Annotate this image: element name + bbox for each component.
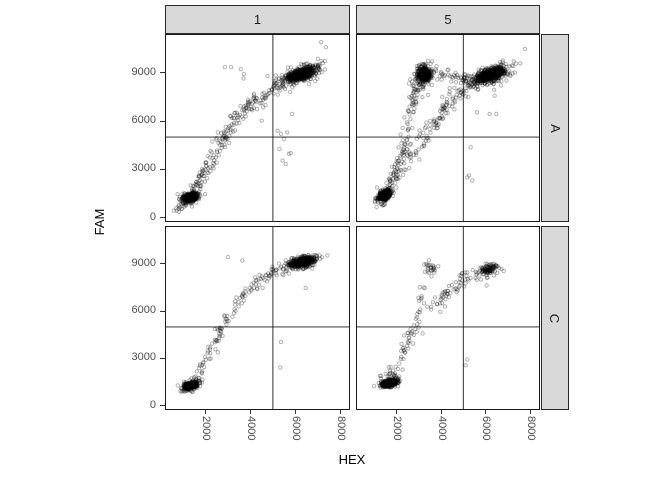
panel-border — [356, 226, 540, 410]
x-tick-mark — [205, 410, 206, 414]
panel-border — [165, 226, 350, 410]
panel-svg-C-1 — [165, 226, 350, 410]
y-tick-label: 9000 — [131, 256, 156, 269]
scatter-panel-A-5 — [356, 34, 540, 222]
x-tick-mark — [395, 410, 397, 414]
panel-svg-A-5 — [356, 34, 540, 222]
y-tick-mark — [160, 310, 165, 312]
x-tick-label: 8000 — [524, 416, 537, 441]
y-tick-label: 0 — [149, 398, 156, 411]
x-tick-mark — [249, 410, 251, 414]
x-tick-mark — [339, 410, 341, 414]
x-tick-mark — [529, 410, 531, 414]
facet-row-strip-A-label: A — [547, 123, 563, 133]
panel-svg-C-5 — [356, 226, 540, 410]
x-tick-label: 2000 — [200, 416, 212, 441]
y-tick-label: 0 — [149, 210, 156, 223]
panel-border — [165, 34, 350, 222]
facet-row-strip-C-label: C — [547, 313, 563, 323]
x-tick-mark — [485, 410, 487, 414]
y-tick-mark — [160, 263, 165, 265]
scatter-panel-A-1 — [165, 34, 350, 222]
facet-row-strip-A: A — [541, 34, 569, 222]
facet-row-strip-C: C — [541, 226, 569, 410]
y-tick-label: 6000 — [131, 114, 156, 126]
droplet-points — [175, 252, 330, 395]
x-tick-mark — [440, 410, 442, 414]
y-tick-label: 3000 — [131, 162, 156, 175]
scatter-panel-C-5 — [356, 226, 540, 410]
y-tick-mark — [160, 72, 165, 74]
x-tick-label: 6000 — [289, 416, 302, 441]
x-axis-title: HEX — [338, 452, 366, 467]
scatter-panel-C-1 — [165, 226, 350, 410]
facet-column-strip-5: 5 — [356, 5, 540, 34]
x-tick-label: 4000 — [244, 416, 257, 441]
droplet-points — [371, 258, 506, 390]
x-tick-label: 8000 — [334, 416, 347, 441]
y-tick-label: 9000 — [131, 65, 156, 78]
y-tick-label: 6000 — [131, 304, 156, 317]
x-tick-label: 6000 — [480, 416, 493, 441]
y-tick-mark — [160, 120, 165, 122]
y-tick-mark — [160, 217, 165, 219]
y-tick-mark — [160, 405, 165, 407]
facet-column-strip-5-label: 5 — [444, 12, 452, 27]
x-tick-label: 2000 — [390, 416, 403, 441]
x-tick-mark — [294, 410, 296, 414]
facet-column-strip-1: 1 — [165, 5, 350, 34]
panel-svg-A-1 — [165, 34, 350, 222]
droplet-points — [171, 40, 329, 215]
panel-border — [356, 34, 540, 222]
x-tick-label: 4000 — [435, 416, 448, 441]
y-tick-mark — [160, 357, 165, 359]
y-tick-label: 3000 — [131, 351, 156, 364]
facet-column-strip-1-label: 1 — [253, 12, 262, 27]
y-tick-mark — [160, 168, 165, 170]
droplet-points — [372, 46, 528, 210]
